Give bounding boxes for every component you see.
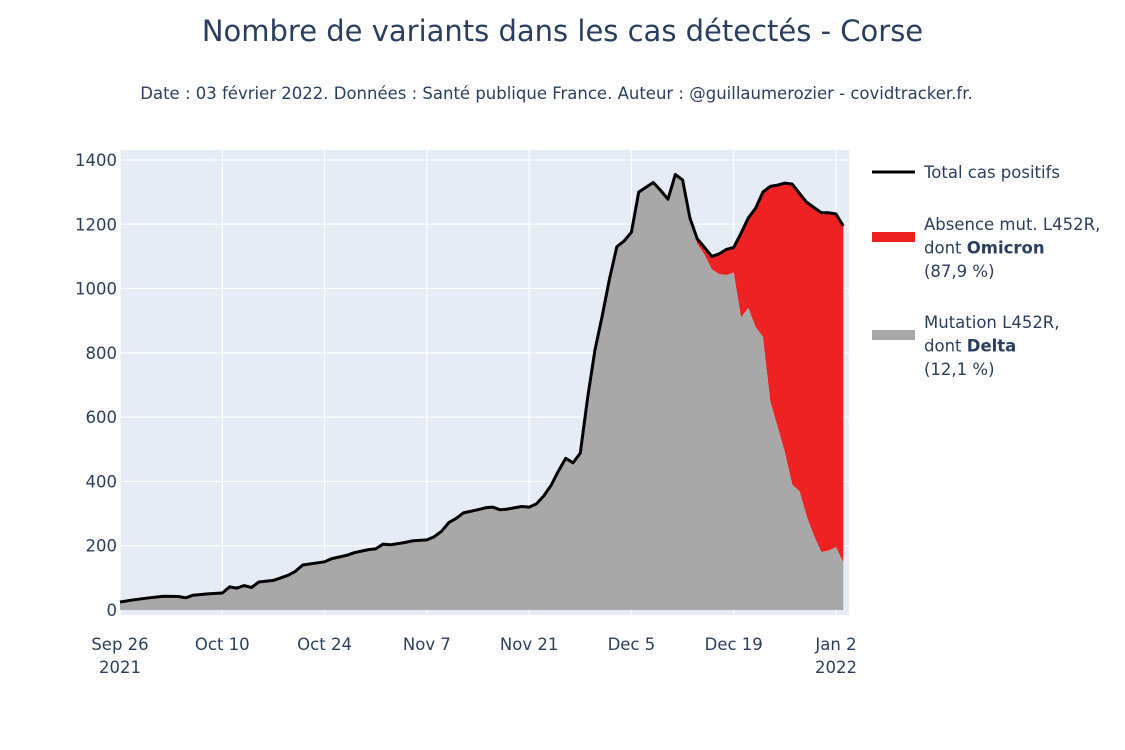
y-tick-label: 1400 — [75, 151, 117, 170]
delta-area — [120, 174, 844, 610]
y-tick-label: 600 — [86, 408, 118, 427]
legend-label-part: (12,1 %) — [924, 360, 995, 379]
chart-title: Nombre de variants dans les cas détectés… — [201, 14, 924, 48]
x-tick-label: Dec 19 — [705, 635, 763, 654]
x-tick-label: Oct 10 — [195, 635, 250, 654]
x-tick-year-label: 2022 — [815, 658, 857, 677]
x-tick-label: Dec 5 — [608, 635, 656, 654]
legend-label: Total cas positifs — [923, 163, 1060, 182]
legend-label-part: Absence mut. L452R, — [924, 215, 1100, 234]
y-tick-label: 1000 — [75, 280, 117, 299]
legend-swatch-delta — [872, 330, 915, 340]
legend-label-part: Total cas positifs — [923, 163, 1060, 182]
y-tick-label: 1200 — [75, 215, 117, 234]
legend-label: Mutation L452R, — [924, 313, 1060, 332]
total-cases-line — [119, 173, 845, 604]
chart-subtitle: Date : 03 février 2022. Données : Santé … — [140, 84, 973, 103]
legend-label-part: Mutation L452R, — [924, 313, 1060, 332]
legend-label-bold: Delta — [967, 337, 1017, 356]
legend-label: (12,1 %) — [924, 360, 995, 379]
legend-label: (87,9 %) — [924, 262, 995, 281]
legend-label-part: dont — [924, 239, 967, 258]
y-tick-label: 0 — [107, 601, 118, 620]
x-tick-label: Sep 26 — [91, 635, 148, 654]
x-tick-label: Nov 7 — [403, 635, 451, 654]
x-tick-label: Oct 24 — [297, 635, 352, 654]
legend-swatch-omicron — [872, 232, 915, 242]
legend-label: dont Delta — [924, 337, 1016, 356]
legend-label-part: dont — [924, 337, 967, 356]
legend: Total cas positifs Absence mut. L452R, don… — [872, 163, 1100, 379]
area-layer — [119, 173, 845, 610]
legend-label: Absence mut. L452R, — [924, 215, 1100, 234]
x-tick-label: Nov 21 — [500, 635, 558, 654]
y-tick-label: 200 — [86, 537, 118, 556]
axis-layer: 0 200 400 600 800 1000 1200 1400 Sep 26 2021 Oct 1… — [75, 151, 857, 677]
legend-label-part: (87,9 %) — [924, 262, 995, 281]
omicron-area — [689, 183, 844, 563]
x-tick-label: Jan 2 — [814, 635, 856, 654]
x-tick-year-label: 2021 — [99, 658, 141, 677]
y-tick-label: 800 — [86, 344, 118, 363]
legend-label-bold: Omicron — [967, 239, 1045, 258]
y-tick-label: 400 — [86, 472, 118, 491]
legend-label: dont Omicron — [924, 239, 1045, 258]
